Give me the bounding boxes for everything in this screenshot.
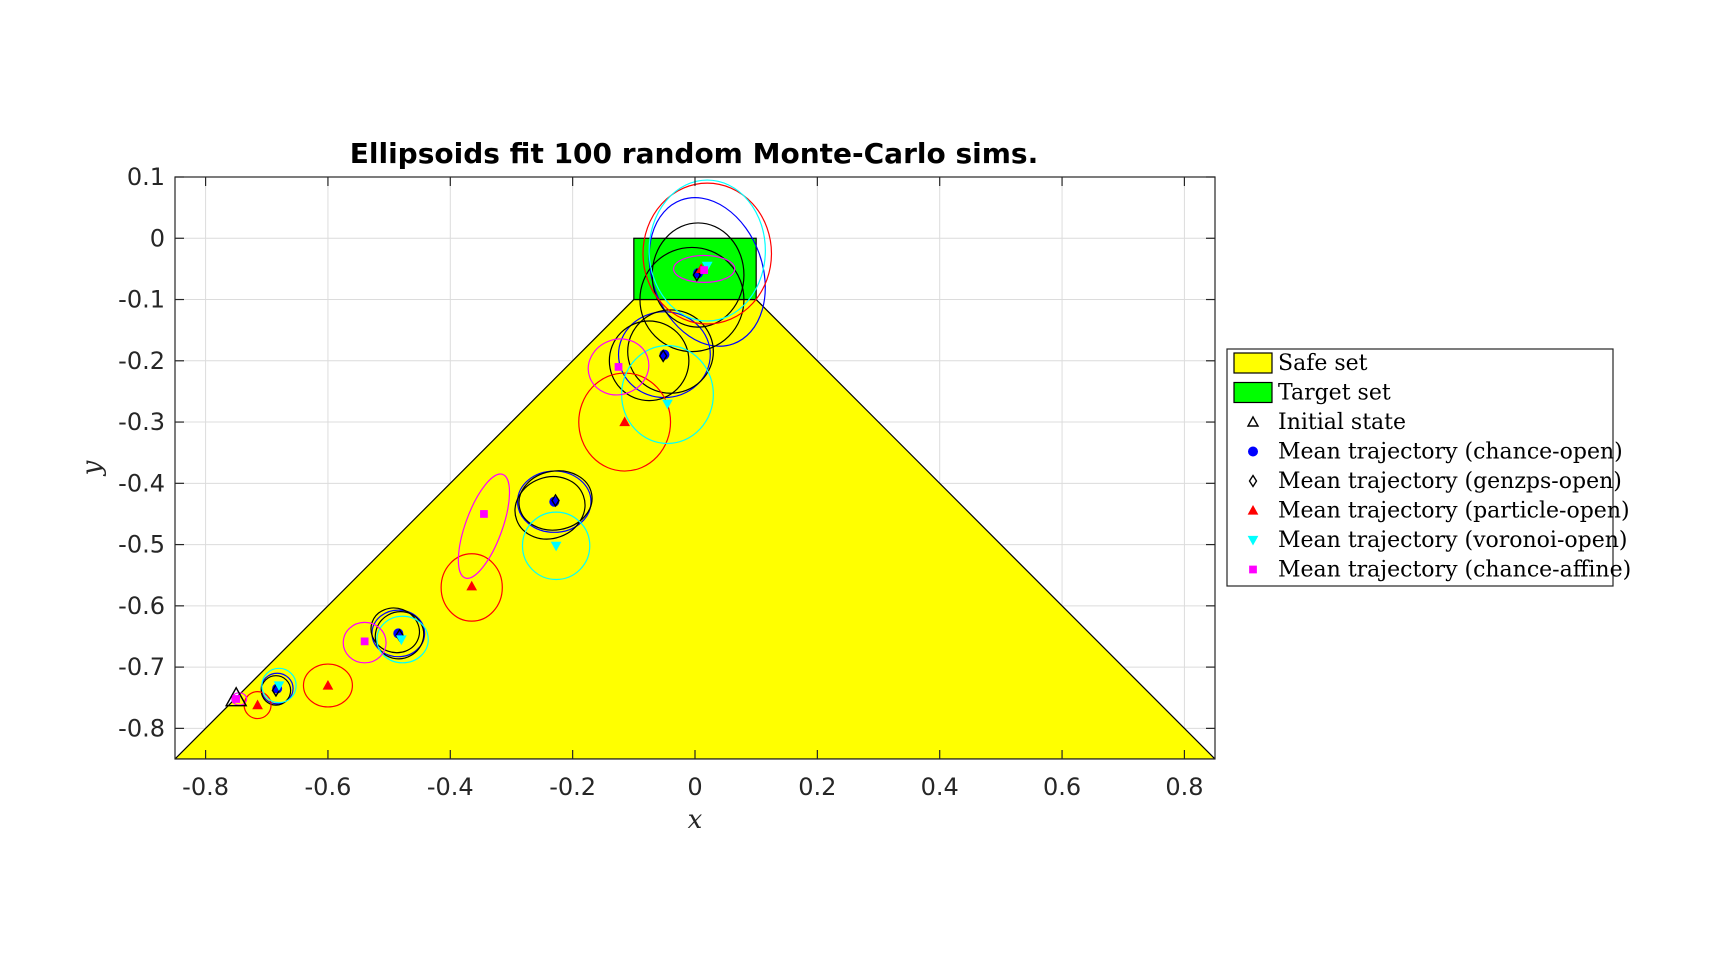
- legend-marker: [1247, 535, 1259, 546]
- ellipsoid-triangle-filled: [440, 553, 503, 622]
- x-tick-label: -0.2: [549, 773, 596, 801]
- legend-box: [1226, 348, 1614, 587]
- ellipsoid-square-filled: [672, 254, 736, 283]
- data-point-diamond-open: [692, 268, 702, 282]
- ellipsoid-circle-filled: [648, 197, 766, 347]
- legend-label: Safe set: [1278, 351, 1368, 376]
- legend-label: Mean trajectory (genzps-open): [1278, 469, 1622, 494]
- y-tick-label: -0.1: [118, 286, 165, 314]
- ellipsoid-diamond-open: [608, 320, 690, 402]
- ticks: -0.8 -0.6 -0.4 -0.2 0 0.2 0.4 0.6 0.8 0.1 0 -0.1 -0.…: [118, 163, 1215, 801]
- ellipsoid-diamond-open: [639, 246, 745, 353]
- y-tick-label: -0.3: [118, 408, 165, 436]
- x-tick-label: 0.8: [1165, 773, 1203, 801]
- y-tick-label: -0.7: [118, 653, 165, 681]
- data-point-square-filled: [480, 510, 488, 518]
- y-tick-label: -0.5: [118, 531, 165, 559]
- data-point-triangle-down-filled: [662, 399, 673, 410]
- data-point-triangle-down-filled: [273, 681, 285, 692]
- y-tick-label: 0: [150, 224, 165, 252]
- y-tick-label: -0.6: [118, 592, 165, 620]
- ellipsoid-triangle-filled: [642, 182, 773, 325]
- x-tick-label: -0.8: [182, 773, 229, 801]
- ellipsoid-triangle-filled: [302, 663, 354, 708]
- legend-label: Mean trajectory (particle-open): [1278, 499, 1630, 524]
- ellipsoid-triangle-down-filled: [521, 511, 591, 581]
- y-tick-label: 0.1: [127, 163, 165, 191]
- x-tick-label: 0.4: [921, 773, 959, 801]
- x-axis-label: x: [688, 805, 703, 835]
- legend-items: Safe set Target set Initial state Mean traj…: [1233, 351, 1631, 583]
- legend-swatch: [1233, 381, 1273, 404]
- data-point-diamond-open: [551, 493, 560, 508]
- x-tick-label: 0.6: [1043, 773, 1081, 801]
- ellipsoid-square-filled: [587, 338, 650, 396]
- ellipsoid-diamond-open: [370, 607, 421, 654]
- legend-label: Mean trajectory (voronoi-open): [1278, 528, 1628, 553]
- legend-label: Mean trajectory (chance-affine): [1278, 558, 1631, 583]
- legend-marker: [1249, 565, 1257, 574]
- ellipsoid-triangle-down-filled: [261, 667, 297, 704]
- markers: [224, 261, 713, 710]
- ellipsoid-triangle-down-filled: [648, 179, 766, 322]
- data-point-square-filled: [232, 695, 241, 703]
- ellipsoid-triangle-down-filled: [376, 615, 429, 664]
- data-point-square-filled: [360, 637, 369, 646]
- legend: Safe set Target set Initial state Mean traj…: [1226, 348, 1631, 587]
- ellipsoid-diamond-open: [627, 309, 714, 394]
- y-axis-label: y: [77, 460, 107, 476]
- x-tick-label: 0: [687, 773, 702, 801]
- legend-marker: [1247, 504, 1259, 515]
- legend-marker: [1248, 474, 1258, 488]
- x-tick-label: -0.4: [427, 773, 474, 801]
- data-point-triangle-filled: [252, 699, 263, 710]
- ellipsoid-square-filled: [457, 473, 511, 579]
- data-point-triangle-filled: [466, 580, 478, 591]
- data-point-square-filled: [614, 363, 623, 371]
- chart-title: Ellipsoids fit 100 random Monte-Carlo si…: [350, 137, 1038, 170]
- ellipsoid-square-filled: [342, 621, 387, 664]
- legend-marker: [1246, 415, 1260, 427]
- ellipsoid-triangle-filled: [578, 372, 672, 472]
- legend-label: Initial state: [1278, 410, 1406, 435]
- data-point-triangle-down-filled: [396, 635, 407, 646]
- x-tick-label: 0.2: [798, 773, 836, 801]
- ellipsoid-diamond-open: [518, 470, 593, 531]
- ellipsoid-diamond-open: [514, 475, 586, 540]
- y-tick-label: -0.4: [118, 469, 165, 497]
- ellipsoid-diamond-open: [260, 675, 292, 706]
- legend-marker: [1248, 446, 1258, 457]
- y-tick-label: -0.8: [118, 714, 165, 742]
- ellipses: [231, 179, 773, 720]
- legend-label: Target set: [1278, 381, 1391, 406]
- plot-area: -0.8 -0.6 -0.4 -0.2 0 0.2 0.4 0.6 0.8 0.1 0 -0.1 -0.…: [118, 163, 1216, 801]
- y-tick-label: -0.2: [118, 347, 165, 375]
- data-point-triangle-filled: [619, 416, 630, 427]
- data-point-triangle-filled: [322, 679, 334, 690]
- legend-label: Mean trajectory (chance-open): [1278, 440, 1623, 465]
- legend-swatch: [1233, 352, 1273, 374]
- x-tick-label: -0.6: [305, 773, 352, 801]
- data-point-triangle-down-filled: [550, 541, 562, 552]
- data-point-diamond-open: [658, 349, 668, 363]
- data-point-square-filled: [700, 266, 709, 274]
- initial-state-marker: [224, 686, 248, 707]
